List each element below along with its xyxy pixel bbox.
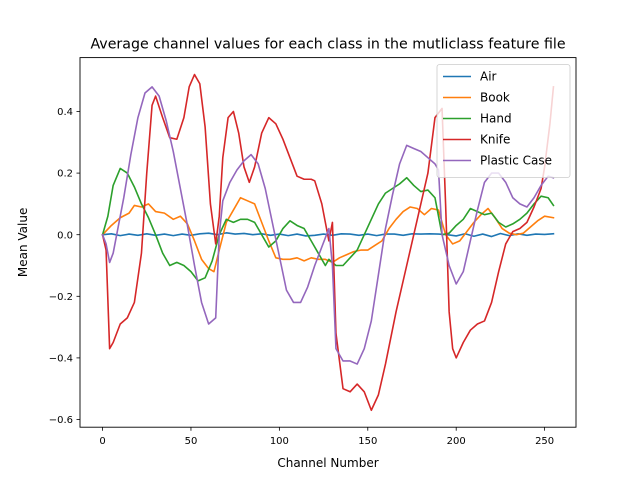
legend-label: Book (480, 91, 510, 105)
x-axis: 0 50 100 150 200 250 (99, 427, 554, 447)
y-tick-label: −0.4 (49, 354, 73, 365)
y-tick-label: 0.0 (57, 230, 73, 241)
y-tick-label: 0.2 (57, 169, 73, 180)
plot-frame (79, 57, 577, 428)
legend-label: Knife (480, 133, 510, 147)
series-line-plastic-case (101, 86, 555, 365)
chart-title: Average channel values for each class in… (90, 37, 565, 53)
y-axis-label: Mean Value (16, 208, 30, 277)
x-tick-label: 250 (535, 436, 554, 447)
x-tick-label: 0 (99, 436, 105, 447)
series-layer (101, 73, 555, 412)
series-line-hand (101, 167, 555, 282)
legend: Air Book Hand Knife Plastic Case (436, 64, 571, 178)
y-tick-label: −0.6 (49, 415, 73, 426)
series-line-knife (101, 73, 555, 412)
x-axis-label: Channel Number (277, 456, 378, 470)
legend-label: Air (480, 70, 497, 84)
x-tick-label: 150 (358, 436, 377, 447)
legend-box (436, 64, 571, 178)
x-tick-label: 50 (185, 436, 198, 447)
plot-area (101, 73, 555, 412)
y-tick-label: −0.2 (49, 292, 73, 303)
y-axis: −0.6 −0.4 −0.2 0.0 0.2 0.4 (49, 107, 80, 426)
y-tick-label: 0.4 (57, 107, 73, 118)
x-tick-label: 200 (447, 436, 466, 447)
legend-label: Plastic Case (480, 154, 552, 168)
legend-label: Hand (480, 112, 512, 126)
x-tick-label: 100 (270, 436, 289, 447)
